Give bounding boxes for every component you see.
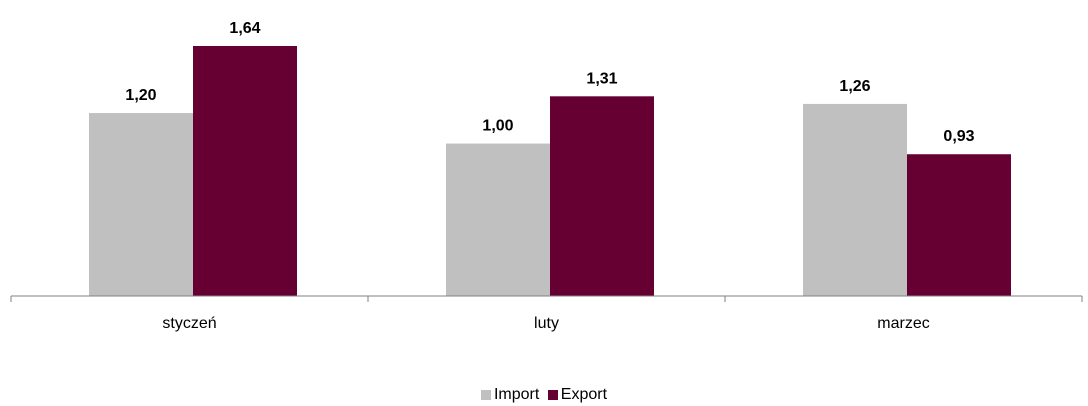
bar-import-0 — [89, 113, 193, 296]
legend: Import Export — [0, 386, 1088, 405]
category-labels-group: styczeń luty marzec — [162, 315, 929, 332]
bar-export-1 — [550, 96, 654, 297]
data-label-export-1: 1,31 — [586, 70, 617, 87]
legend-swatch-export — [547, 390, 558, 400]
data-label-import-2: 1,26 — [839, 78, 870, 95]
legend-label-export: Export — [560, 386, 608, 403]
legend-swatch-import — [480, 390, 491, 400]
data-label-import-0: 1,20 — [125, 87, 156, 104]
bar-import-1 — [446, 143, 550, 296]
bar-chart: 1,20 1,64 1,00 1,31 1,26 0,93 styczeń luty marz… — [10, 20, 1083, 332]
legend-label-import: Import — [493, 386, 540, 403]
data-label-export-0: 1,64 — [229, 20, 260, 37]
bar-export-2 — [907, 154, 1011, 296]
legend-item-import: Import — [480, 386, 540, 404]
bar-export-0 — [193, 46, 297, 296]
bars-group — [89, 46, 1011, 297]
legend-item-export: Export — [547, 386, 608, 404]
value-labels-group: 1,20 1,64 1,00 1,31 1,26 0,93 — [125, 20, 974, 145]
bar-import-2 — [803, 103, 907, 297]
category-label-1: luty — [534, 315, 559, 332]
category-label-0: styczeń — [162, 315, 216, 332]
category-label-2: marzec — [877, 315, 929, 332]
x-axis — [10, 295, 1083, 302]
data-label-import-1: 1,00 — [482, 118, 513, 135]
data-label-export-2: 0,93 — [943, 128, 974, 145]
